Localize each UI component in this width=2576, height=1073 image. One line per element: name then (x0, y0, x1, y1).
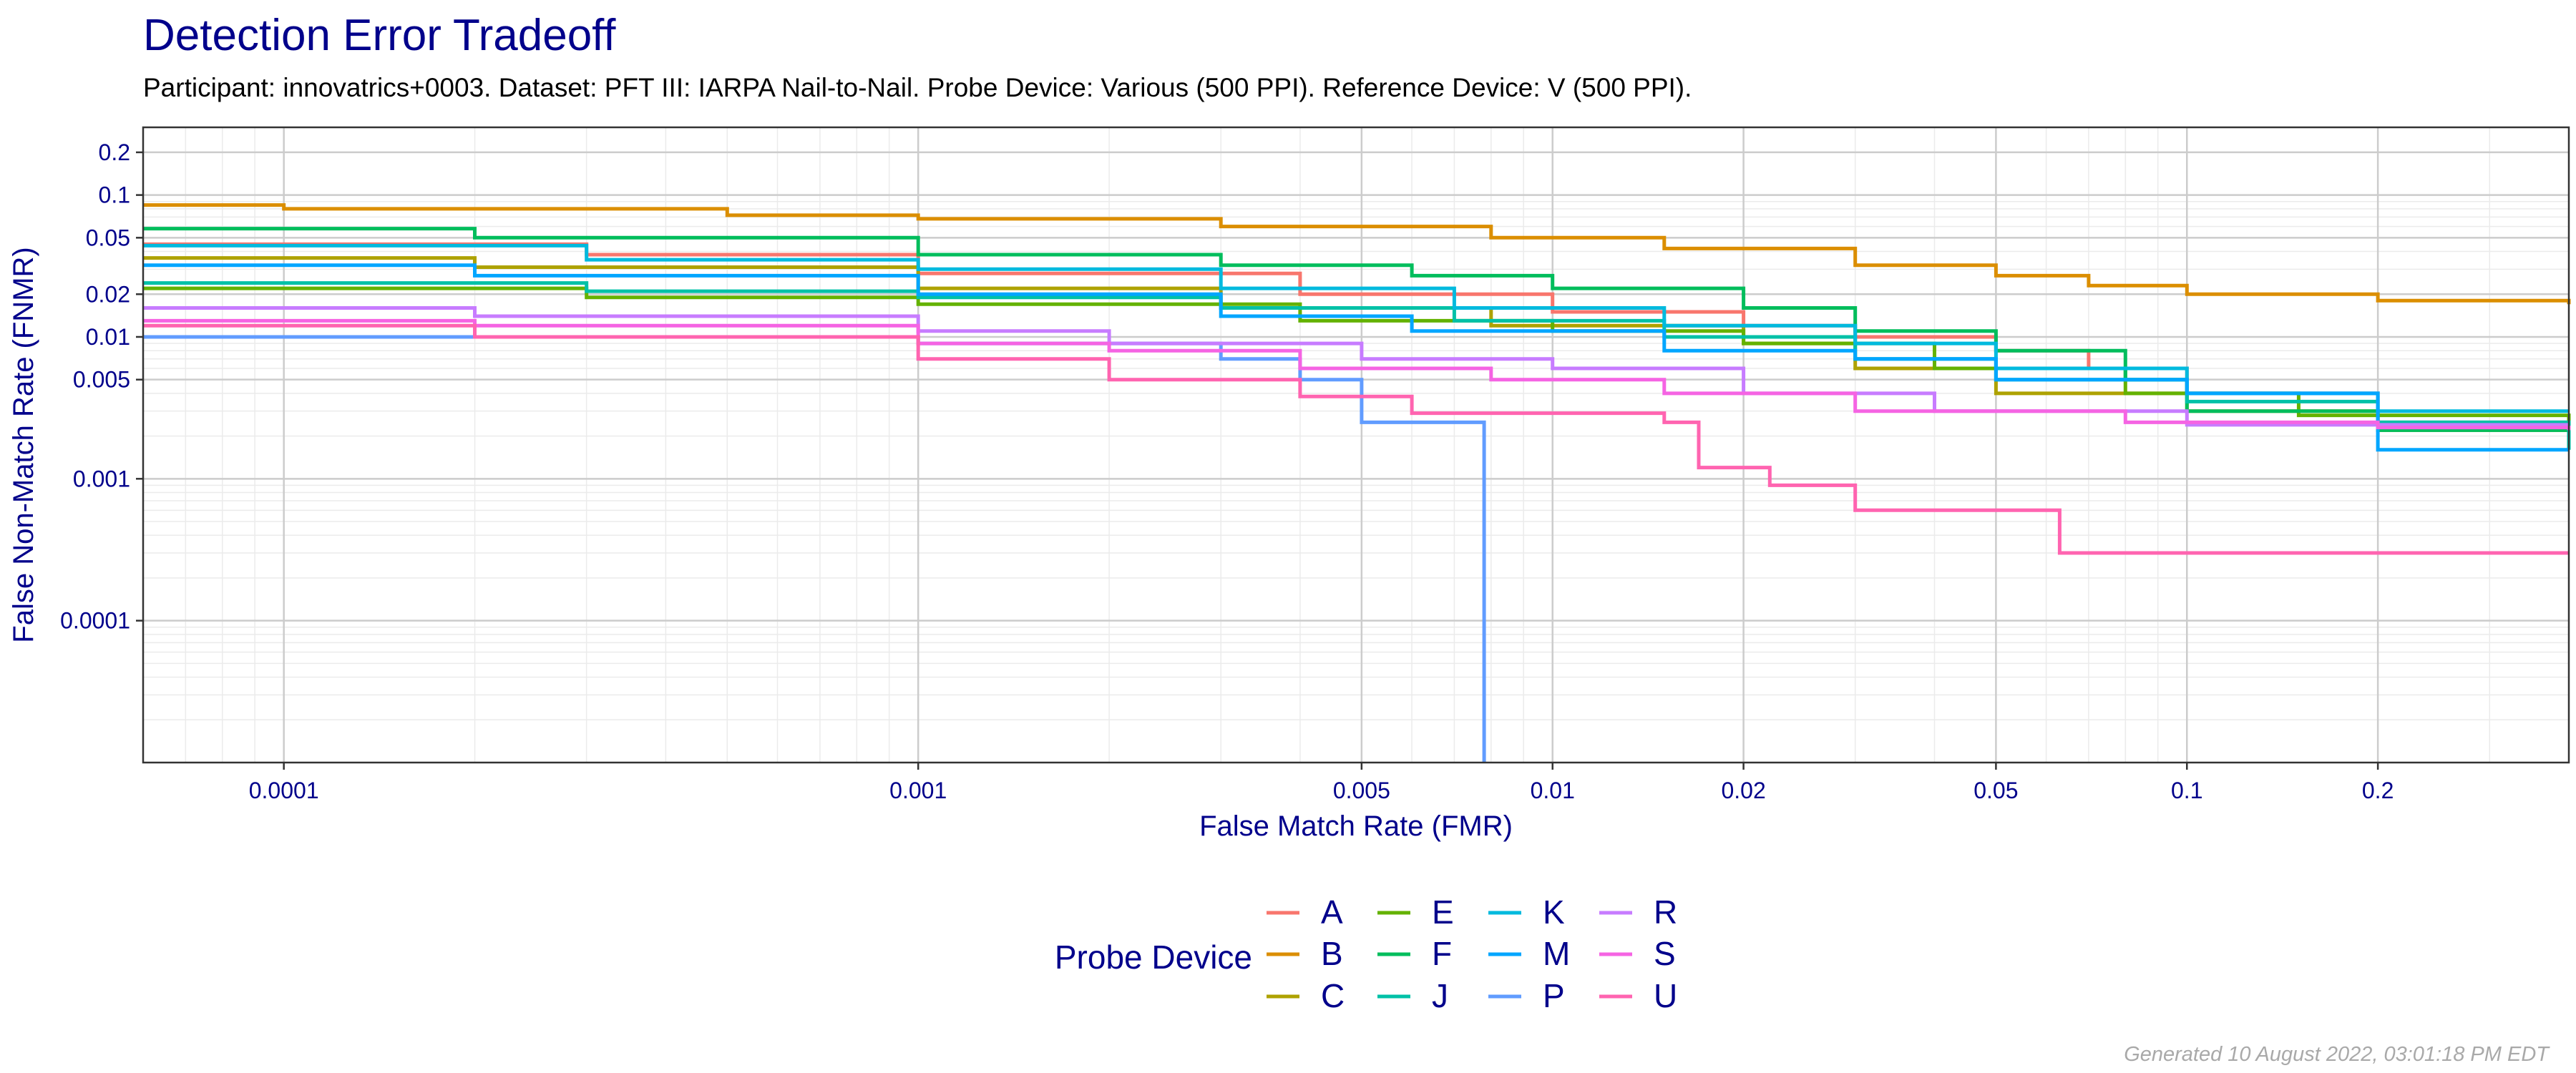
legend-title: Probe Device (1055, 939, 1252, 976)
y-tick-label: 0.001 (73, 466, 130, 491)
x-axis-ticks: 0.0001 0.001 0.005 0.01 0.02 0.05 0.1 0.2 (249, 763, 2394, 803)
legend: Probe Device ABC EFJ KMP RSU (1055, 893, 1677, 1014)
series-line-R (143, 306, 2569, 427)
y-tick-label: 0.1 (99, 182, 130, 208)
plot-panel-border (142, 126, 2570, 764)
y-axis-label: False Non-Match Rate (FNMR) (8, 247, 39, 642)
x-tick-label: 0.1 (2171, 778, 2202, 803)
series-line-K (143, 243, 2569, 413)
x-tick-label: 0.2 (2362, 778, 2394, 803)
legend-label-R: R (1654, 893, 1677, 931)
y-tick-label: 0.01 (86, 324, 130, 350)
y-tick-label: 0.02 (86, 281, 130, 307)
y-axis-ticks: 0.0001 0.001 0.005 0.01 0.02 0.05 0.1 0.2 (60, 139, 143, 634)
y-tick-label: 0.2 (99, 139, 130, 165)
legend-label-C: C (1321, 977, 1345, 1014)
y-tick-label: 0.005 (73, 367, 130, 393)
legend-label-U: U (1654, 977, 1677, 1014)
series-line-P (143, 335, 1486, 763)
generated-timestamp: Generated 10 August 2022, 03:01:18 PM ED… (2124, 1043, 2549, 1066)
legend-label-K: K (1543, 893, 1565, 931)
legend-label-E: E (1432, 893, 1454, 931)
x-tick-label: 0.02 (1721, 778, 1765, 803)
x-tick-label: 0.05 (1974, 778, 2018, 803)
grid (142, 127, 2570, 763)
series-line-U (143, 323, 2569, 555)
series-line-A (143, 242, 2571, 436)
legend-label-J: J (1432, 977, 1448, 1014)
legend-label-M: M (1543, 935, 1570, 972)
x-tick-label: 0.001 (889, 778, 947, 803)
legend-label-F: F (1432, 935, 1452, 972)
y-tick-label: 0.05 (86, 225, 130, 250)
series-line-E (143, 286, 2571, 443)
x-tick-label: 0.01 (1531, 778, 1575, 803)
legend-label-P: P (1543, 977, 1565, 1014)
legend-label-A: A (1321, 893, 1343, 931)
chart-title: Detection Error Tradeoff (143, 11, 616, 60)
legend-label-B: B (1321, 935, 1343, 972)
x-tick-label: 0.0001 (249, 778, 319, 803)
y-tick-label: 0.0001 (60, 608, 130, 634)
series-line-S (143, 318, 2571, 431)
x-tick-label: 0.005 (1333, 778, 1390, 803)
series-line-M (143, 263, 2569, 452)
series-line-B (143, 203, 2571, 305)
x-axis-label: False Match Rate (FMR) (1199, 810, 1513, 842)
legend-label-S: S (1654, 935, 1676, 972)
chart-subtitle: Participant: innovatrics+0003. Dataset: … (143, 73, 1692, 102)
series-lines (143, 203, 2571, 763)
